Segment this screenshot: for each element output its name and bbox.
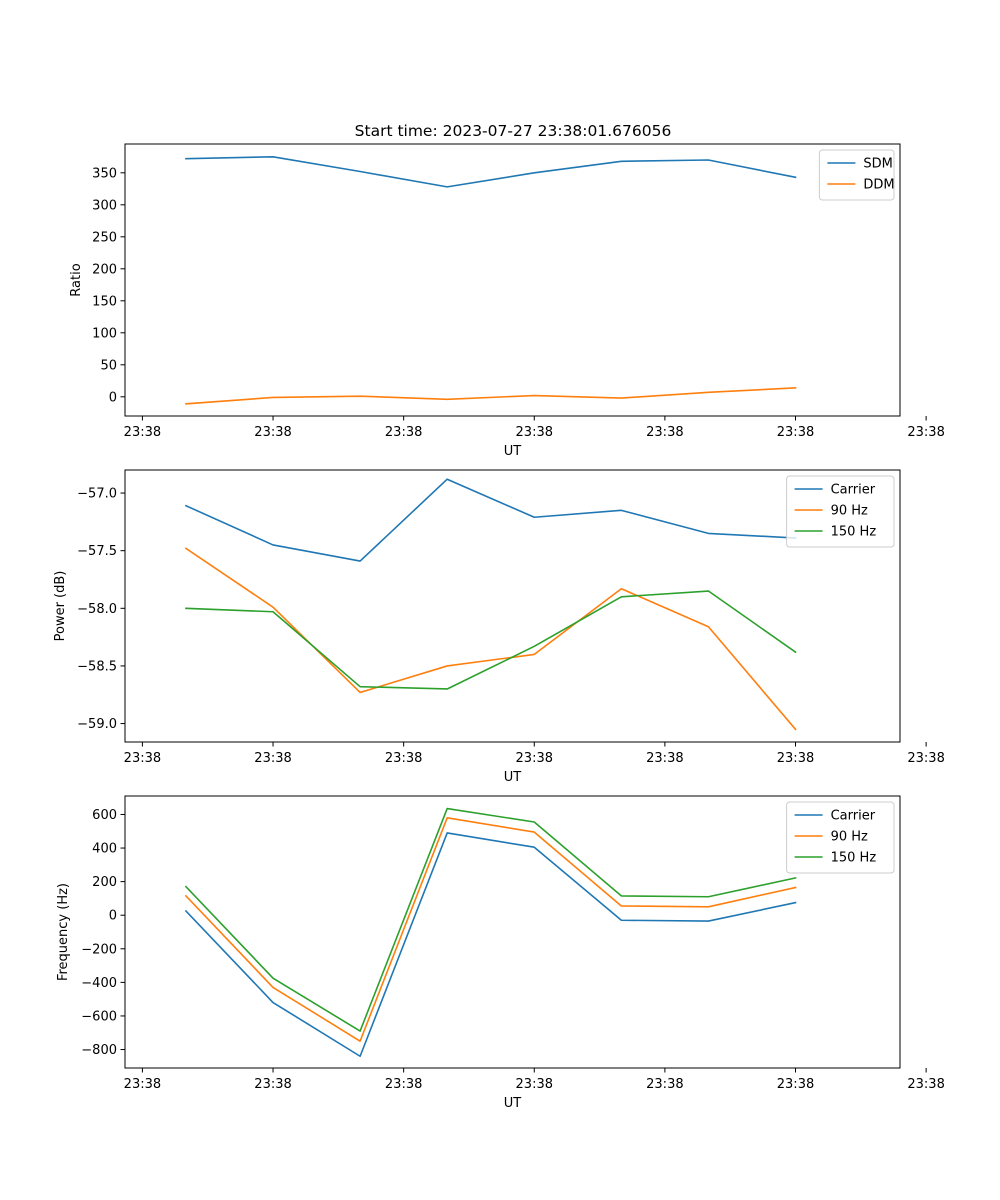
y-tick-label: −57.5 [77, 544, 117, 559]
series-line-150-hz [184, 807, 797, 1032]
legend-label: 90 Hz [831, 830, 868, 845]
legend-box [786, 475, 895, 548]
series-line-90-hz [184, 547, 797, 731]
plot-frame [124, 795, 901, 1069]
y-tick-label: −600 [81, 1009, 117, 1024]
x-tick-label: 23:38 [516, 751, 553, 766]
x-tick-label: 23:38 [124, 425, 161, 440]
y-axis-label: Ratio [69, 263, 84, 296]
plot-frame [124, 469, 901, 743]
legend-label: Carrier [831, 483, 876, 498]
x-tick-label: 23:38 [516, 1077, 553, 1092]
chart-panel-3: 23:38 23:38 23:38 23:38 23:38 23:38 23:38 600 40… [56, 795, 945, 1111]
y-tick-label: 300 [92, 198, 117, 213]
y-tick-label: 0 [109, 909, 117, 924]
chart-panel-2: 23:38 23:38 23:38 23:38 23:38 23:38 23:38 −57.0… [53, 469, 945, 785]
y-axis-label: Power (dB) [53, 571, 68, 642]
x-tick-label: 23:38 [907, 425, 944, 440]
legend-label: 90 Hz [831, 504, 868, 519]
x-tick-label: 23:38 [385, 425, 422, 440]
y-tick-label: −58.5 [77, 659, 117, 674]
x-tick-label: 23:38 [777, 1077, 814, 1092]
chart-panel-1: 23:38 23:38 23:38 23:38 23:38 23:38 23:38 0 50 10… [69, 143, 945, 459]
y-tick-label: 600 [92, 808, 117, 823]
x-tick-label: 23:38 [646, 751, 683, 766]
x-axis-label: UT [504, 770, 522, 785]
y-tick-label: −59.0 [77, 717, 117, 732]
x-tick-label: 23:38 [124, 1077, 161, 1092]
legend: SDM DDM [818, 149, 895, 201]
series-line-90-hz [184, 817, 797, 1042]
x-tick-label: 23:38 [385, 751, 422, 766]
legend-label: Carrier [831, 809, 876, 824]
legend-box [786, 801, 895, 874]
series-line-sdm [185, 156, 797, 188]
x-tick-label: 23:38 [254, 425, 291, 440]
legend-label: 150 Hz [831, 525, 877, 540]
y-tick-label: 200 [92, 262, 117, 277]
y-tick-label: −57.0 [77, 487, 117, 502]
x-tick-label: 23:38 [385, 1077, 422, 1092]
x-tick-label: 23:38 [646, 1077, 683, 1092]
x-tick-label: 23:38 [777, 751, 814, 766]
series-line-carrier [184, 832, 797, 1058]
legend-label: 150 Hz [831, 851, 877, 866]
x-tick-label: 23:38 [254, 1077, 291, 1092]
y-axis-label: Frequency (Hz) [56, 883, 71, 981]
y-tick-label: 100 [92, 326, 117, 341]
y-tick-label: 0 [109, 390, 117, 405]
y-tick-label: −200 [81, 942, 117, 957]
y-tick-label: −800 [81, 1043, 117, 1058]
y-tick-label: 250 [92, 230, 117, 245]
x-tick-label: 23:38 [254, 751, 291, 766]
x-tick-label: 23:38 [516, 425, 553, 440]
x-tick-label: 23:38 [777, 425, 814, 440]
legend-label: SDM [863, 157, 892, 172]
x-axis-label: UT [504, 444, 522, 459]
y-tick-label: 350 [92, 166, 117, 181]
y-tick-label: 150 [92, 294, 117, 309]
x-tick-label: 23:38 [907, 1077, 944, 1092]
y-tick-label: −58.0 [77, 602, 117, 617]
x-tick-label: 23:38 [907, 751, 944, 766]
legend: Carrier 90 Hz 150 Hz [786, 801, 895, 874]
legend-label: DDM [863, 178, 894, 193]
series-line-150-hz [185, 590, 797, 690]
x-axis-label: UT [504, 1096, 522, 1111]
figure-title: Start time: 2023-07-27 23:38:01.676056 [355, 122, 672, 140]
y-tick-label: 200 [92, 875, 117, 890]
x-tick-label: 23:38 [646, 425, 683, 440]
y-tick-label: 50 [100, 358, 117, 373]
series-line-carrier [184, 478, 797, 562]
charts-root: 23:38 23:38 23:38 23:38 23:38 23:38 23:38 0 50 10… [53, 143, 945, 1111]
y-tick-label: 400 [92, 842, 117, 857]
x-tick-label: 23:38 [124, 751, 161, 766]
y-tick-label: −400 [81, 976, 117, 991]
plot-frame [124, 143, 901, 417]
legend: Carrier 90 Hz 150 Hz [786, 475, 895, 548]
series-line-ddm [185, 386, 797, 405]
